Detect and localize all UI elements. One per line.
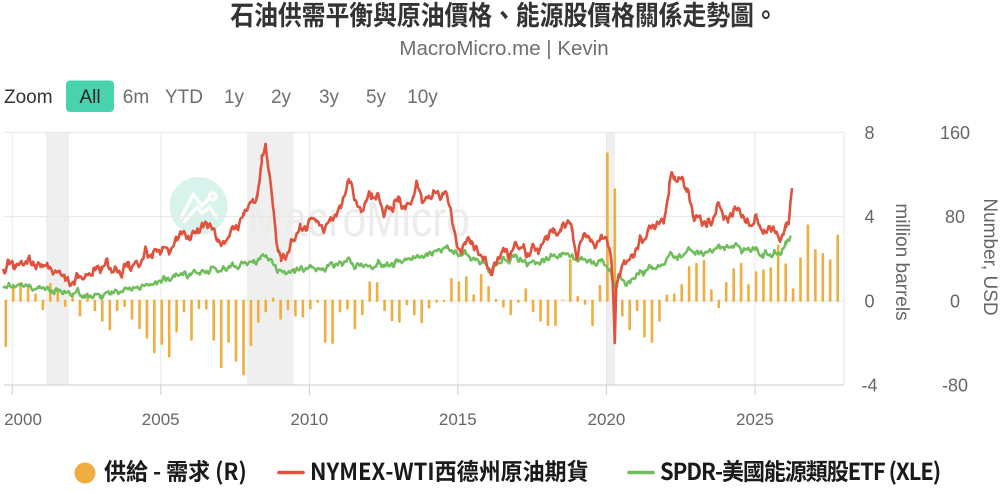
svg-text:0: 0 [950,291,960,311]
svg-text:160: 160 [940,123,970,143]
svg-text:All: All [79,87,100,108]
svg-text:-80: -80 [942,376,968,396]
svg-text:2000: 2000 [4,410,42,429]
svg-text:3y: 3y [319,87,340,108]
svg-text:6m: 6m [123,87,149,108]
svg-text:10y: 10y [407,87,438,108]
svg-text:1y: 1y [224,87,245,108]
svg-text:0: 0 [864,291,874,311]
svg-text:80: 80 [945,207,965,227]
svg-text:million barrels: million barrels [891,203,912,320]
svg-text:2005: 2005 [142,410,180,429]
svg-text:MacroMicro.me | Kevin: MacroMicro.me | Kevin [399,37,608,60]
svg-text:4: 4 [864,207,874,227]
svg-text:2020: 2020 [587,410,625,429]
svg-text:2025: 2025 [736,410,774,429]
svg-text:Number, USD: Number, USD [979,198,1000,315]
svg-text:-4: -4 [861,376,877,396]
svg-text:8: 8 [864,123,874,143]
svg-text:5y: 5y [366,87,387,108]
svg-text:2y: 2y [271,87,292,108]
svg-text:YTD: YTD [165,87,203,108]
svg-text:MacroMicro: MacroMicro [248,191,470,247]
svg-text:Zoom: Zoom [4,87,53,108]
svg-text:2010: 2010 [290,410,328,429]
svg-text:2015: 2015 [439,410,477,429]
